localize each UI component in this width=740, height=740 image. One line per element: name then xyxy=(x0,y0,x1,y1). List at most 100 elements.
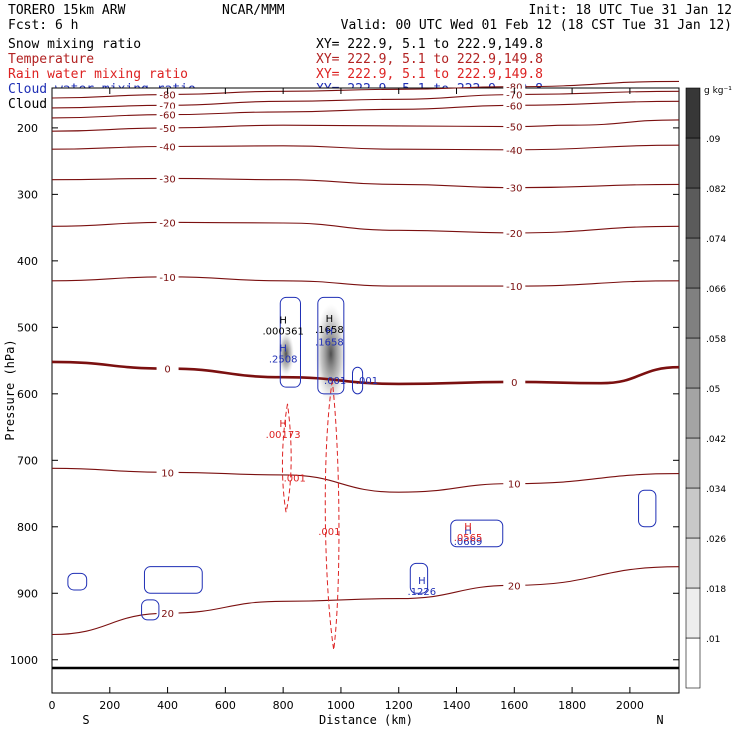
max-value: .1658 xyxy=(315,325,344,336)
contour-label-bg xyxy=(503,477,526,489)
model-title: TORERO 15km ARW xyxy=(8,3,126,18)
maxima-labels: H.000361H.1658H.2508H.1658H.1226H.0669H.… xyxy=(262,314,482,598)
contour-label: -50 xyxy=(159,124,175,135)
y-tick-label: 600 xyxy=(17,388,38,401)
field-name: Rain water mixing ratio xyxy=(8,67,188,82)
colorbar-label: .058 xyxy=(706,335,726,345)
colorbar-label: .09 xyxy=(706,135,721,145)
contour-label: -30 xyxy=(506,184,522,195)
y-tick-label: 800 xyxy=(17,521,38,534)
contour-label: -30 xyxy=(159,174,175,185)
cloud-water-contour xyxy=(279,296,301,388)
x-tick-label: 1200 xyxy=(385,699,413,712)
contour-label-bg xyxy=(156,607,179,619)
colorbar-swatch xyxy=(685,387,701,439)
y-tick-label: 900 xyxy=(17,587,38,600)
cloud-water-contour xyxy=(143,566,203,594)
contour-label-bg xyxy=(503,375,526,387)
max-value: .2508 xyxy=(269,354,298,365)
colorbar-label: .074 xyxy=(706,235,726,245)
x-axis-label: Distance (km) xyxy=(319,713,413,727)
colorbar: .01 .018 .026 .034 .042 .05 .058 .066 .074 .082 .0… xyxy=(685,87,726,689)
init-label: Init: 18 UTC Tue 31 Jan 12 xyxy=(529,3,733,18)
colorbar-swatch xyxy=(685,187,701,239)
max-marker: H xyxy=(279,419,287,430)
y-tick-label: 700 xyxy=(17,454,38,467)
contour-label-bg xyxy=(156,121,179,133)
contour-label: -40 xyxy=(159,143,175,154)
contour-label: -20 xyxy=(506,229,522,240)
max-marker: H xyxy=(279,315,287,326)
x-axis: 0 200 400 600 800 1000 1200 1400 1600 1800 2000 xyxy=(49,88,644,712)
max-marker: H xyxy=(418,576,426,587)
field-xy: XY= 222.9, 5.1 to 222.9,149.8 xyxy=(316,52,543,67)
cloud-water-contour xyxy=(317,296,345,395)
contour-label: -80 xyxy=(159,91,175,102)
colorbar-label: .042 xyxy=(706,435,726,445)
x-tick-label: 800 xyxy=(273,699,294,712)
contour-label: -60 xyxy=(159,111,175,122)
contour-label-bg xyxy=(503,88,526,100)
contour-label: -40 xyxy=(506,146,522,157)
contour-label-bg xyxy=(503,120,526,132)
contour-label: 0 xyxy=(511,378,517,389)
cloud-water-contour xyxy=(409,562,429,594)
contour-label: 10 xyxy=(508,480,521,491)
colorbar-swatch xyxy=(685,587,701,639)
valid-label: Valid: 00 UTC Wed 01 Feb 12 (18 CST Tue … xyxy=(341,18,732,33)
colorbar-label: .01 xyxy=(706,635,720,645)
max-marker: H xyxy=(279,343,287,354)
temperature-contour xyxy=(51,90,680,109)
contour-label: 0 xyxy=(164,365,170,376)
colorbar-label: .026 xyxy=(706,535,726,545)
x-tick-label: 200 xyxy=(99,699,120,712)
field-name: Temperature xyxy=(8,52,94,67)
contour-label-bg xyxy=(156,270,179,282)
x-tick-label: 600 xyxy=(215,699,236,712)
colorbar-label: .018 xyxy=(706,585,726,595)
x-tick-label: 1400 xyxy=(443,699,471,712)
contour-label: -20 xyxy=(159,218,175,229)
colorbar-swatch xyxy=(685,87,701,139)
cloud-water-contour xyxy=(450,519,504,548)
colorbar-swatch xyxy=(685,237,701,289)
contour-label: -70 xyxy=(506,91,522,102)
y-tick-label: 200 xyxy=(17,122,38,135)
field-xy: XY= 222.9, 5.1 to 222.9,149.8 xyxy=(316,37,543,52)
max-value: .1658 xyxy=(315,338,344,349)
contour-label-bg xyxy=(156,88,179,100)
contour-label-bg xyxy=(503,181,526,193)
x-tick-label: 0 xyxy=(49,699,56,712)
contour-label: 20 xyxy=(508,581,521,592)
contour-label: -10 xyxy=(506,282,522,293)
contour-label-bg xyxy=(503,143,526,155)
max-value: .000361 xyxy=(262,326,303,337)
x-tick-label: 1800 xyxy=(558,699,586,712)
cloud-label: .001 xyxy=(356,376,378,387)
contour-label: 10 xyxy=(161,468,174,479)
colorbar-label: .05 xyxy=(706,385,720,395)
contour-label: -70 xyxy=(159,101,175,112)
colorbar-label: .066 xyxy=(706,285,726,295)
colorbar-swatch xyxy=(685,337,701,389)
colorbar-swatch xyxy=(685,287,701,339)
y-tick-label: 1000 xyxy=(10,654,38,667)
center-label: NCAR/MMM xyxy=(222,3,285,18)
fcst-label: Fcst: 6 h xyxy=(8,18,78,33)
max-value: .1226 xyxy=(408,587,437,598)
temperature-contour xyxy=(51,566,680,636)
temperature-contours: -80-80-70-70-60-60-50 -50-40 -40-30-30-20-… xyxy=(51,80,680,636)
north-label: N xyxy=(656,713,663,727)
contour-label-bg xyxy=(503,280,526,292)
colorbar-label: .082 xyxy=(706,185,726,195)
rain-contour xyxy=(281,403,292,513)
max-marker: H xyxy=(326,327,334,338)
y-tick-label: 300 xyxy=(17,188,38,201)
rain-contour xyxy=(324,380,340,650)
cloud-water-contour xyxy=(638,489,657,528)
x-tick-label: 1600 xyxy=(500,699,528,712)
contour-label-bg xyxy=(503,579,526,591)
cloud-water-contour xyxy=(67,572,88,591)
